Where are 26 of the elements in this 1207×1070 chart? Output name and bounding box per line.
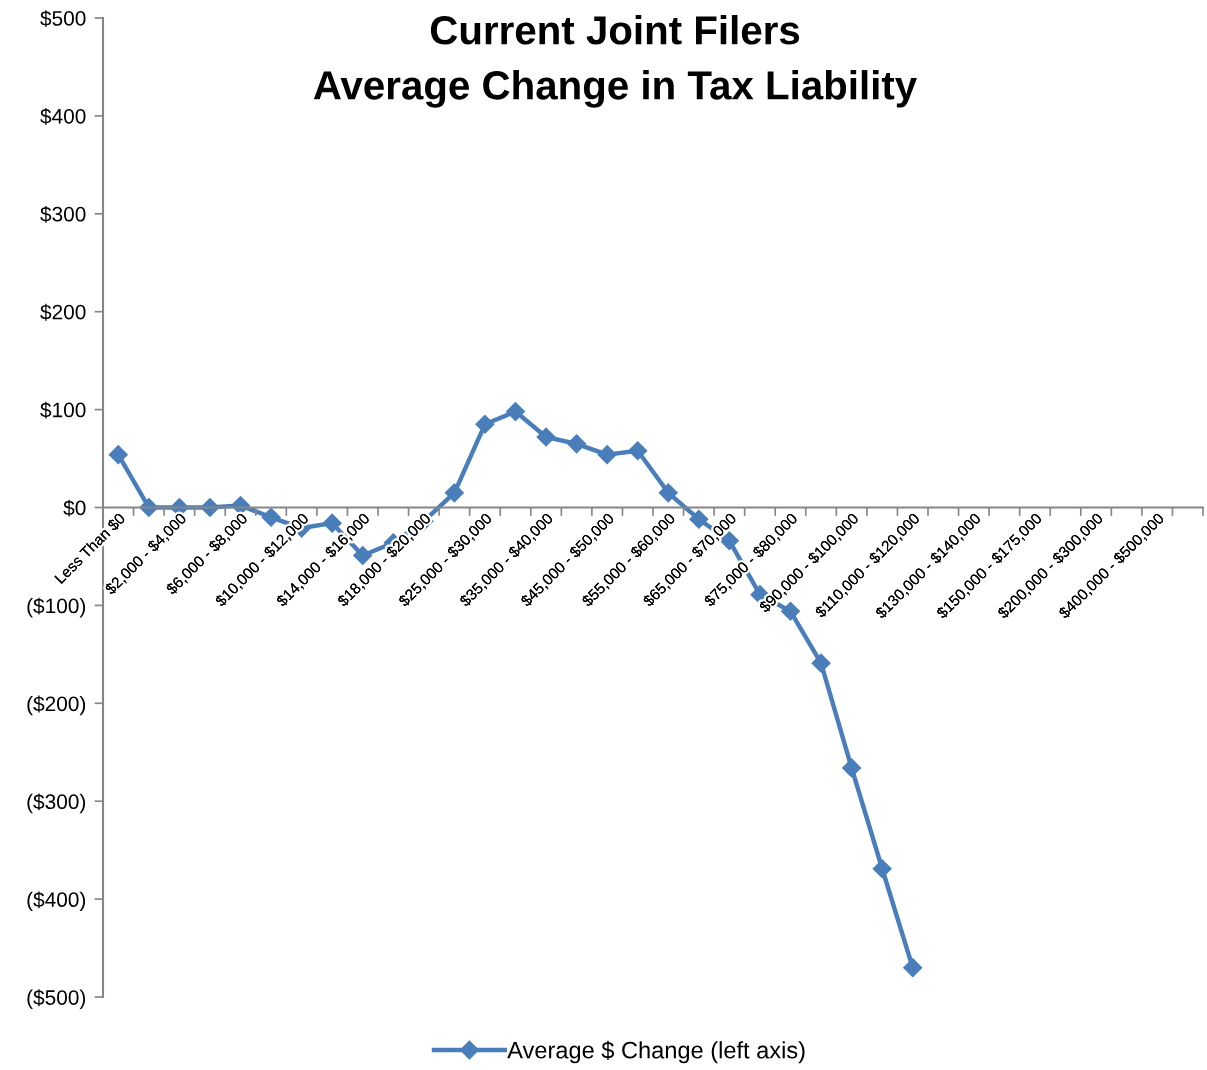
legend-label: Average $ Change (left axis) xyxy=(507,1040,805,1064)
y-tick-label: $400 xyxy=(40,108,86,125)
y-tick-label: $300 xyxy=(40,205,86,223)
point xyxy=(536,427,556,447)
y-tick-label: $100 xyxy=(40,401,86,419)
y-tick-label: ($200) xyxy=(27,695,86,716)
y-tick-label: $200 xyxy=(40,303,86,321)
point xyxy=(627,440,648,461)
point xyxy=(902,957,923,978)
point xyxy=(475,414,495,435)
point xyxy=(444,482,465,503)
point xyxy=(108,444,129,465)
text: Current Joint Filers Average Change in Tax Liability xyxy=(313,15,917,108)
point xyxy=(872,858,892,879)
point xyxy=(597,444,617,465)
point xyxy=(566,434,587,454)
point xyxy=(505,401,526,422)
y-tick-label: $0 xyxy=(63,499,86,517)
point xyxy=(841,758,862,778)
y-tick-label: ($100) xyxy=(27,597,86,618)
y-tick-label: $500 xyxy=(40,10,86,27)
y-tick-label: ($400) xyxy=(27,891,86,912)
point xyxy=(658,482,679,503)
point xyxy=(811,653,831,673)
y-tick-label: ($300) xyxy=(27,793,86,814)
y-tick-label: ($500) xyxy=(27,989,86,1010)
